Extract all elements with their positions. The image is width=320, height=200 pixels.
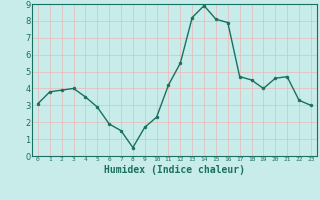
X-axis label: Humidex (Indice chaleur): Humidex (Indice chaleur) xyxy=(104,165,245,175)
